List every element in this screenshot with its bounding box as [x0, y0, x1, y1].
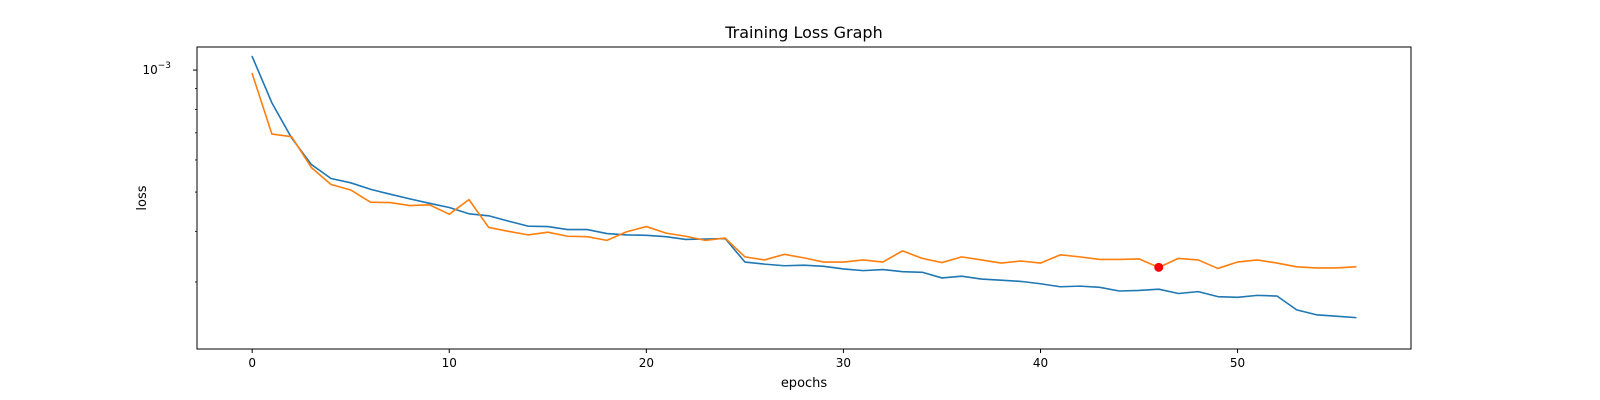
axes-frame [196, 46, 1412, 350]
chart-title: Training Loss Graph [724, 23, 882, 42]
x-tick-label: 50 [1230, 356, 1245, 370]
y-axis-label: loss [135, 185, 150, 210]
series-line-1 [251, 55, 1357, 319]
x-axis-label: epochs [781, 376, 828, 391]
x-tick-label: 40 [1033, 356, 1048, 370]
x-tick-label: 10 [442, 356, 457, 370]
x-tick-label: 0 [248, 356, 256, 370]
y-tick-label: 10−3 [142, 61, 171, 77]
series-line-2 [251, 72, 1357, 270]
plot-area [196, 46, 1412, 350]
marker-layer [1154, 262, 1164, 272]
x-tick-label: 30 [836, 356, 851, 370]
axis-layer: 0 10 20 30 40 50 10−3 [142, 61, 1245, 370]
series-layer [251, 55, 1357, 319]
min-loss-marker [1154, 262, 1164, 272]
x-tick-label: 20 [639, 356, 654, 370]
